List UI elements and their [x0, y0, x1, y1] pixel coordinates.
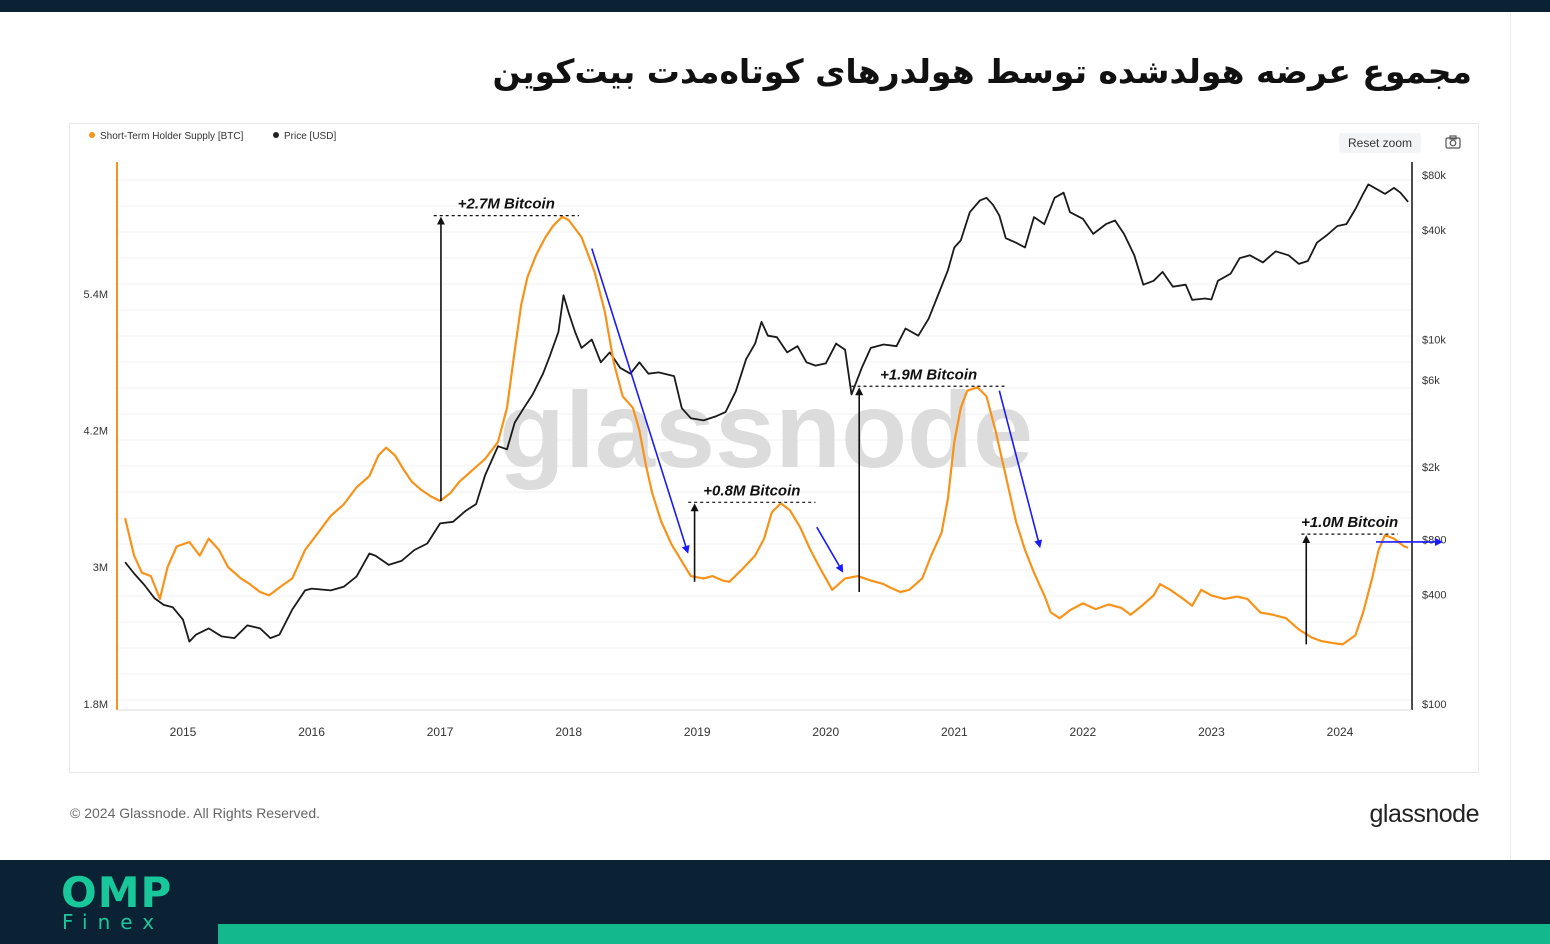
glassnode-logo: glassnode — [1369, 800, 1480, 828]
annotation-label: +1.0M Bitcoin — [1301, 514, 1398, 531]
watermark: glassnode — [499, 369, 1033, 490]
x-tick-label: 2024 — [1327, 725, 1354, 739]
x-tick-label: 2022 — [1070, 725, 1097, 739]
y-left-tick-label: 5.4M — [84, 289, 108, 301]
grid — [117, 179, 1412, 701]
x-tick-label: 2021 — [941, 725, 968, 739]
y-right-tick-label: $40k — [1422, 225, 1446, 237]
annotations: +2.7M Bitcoin +0.8M Bitcoin +1.9M Bitcoin +… — [433, 196, 1443, 645]
page-title: مجموع عرضه هولدشده توسط هولدرهای کوتاه‌م… — [492, 52, 1472, 91]
annotation-label: +1.9M Bitcoin — [880, 366, 977, 383]
chart-panel — [69, 123, 1479, 773]
reset-zoom-button[interactable]: Reset zoom — [1339, 133, 1421, 153]
y-right-tick-label: $800 — [1422, 534, 1446, 546]
legend-supply-label: Short-Term Holder Supply [BTC] — [100, 131, 244, 142]
x-tick-label: 2018 — [555, 725, 582, 739]
camera-icon[interactable] — [1445, 135, 1461, 149]
copyright-text: © 2024 Glassnode. All Rights Reserved. — [70, 805, 321, 821]
y-right-tick-label: $100 — [1422, 699, 1446, 711]
x-tick-label: 2019 — [684, 725, 711, 739]
legend-price[interactable]: Price [USD] — [273, 131, 336, 142]
y-left-tick-label: 4.2M — [84, 426, 108, 438]
annotation-label: +2.7M Bitcoin — [458, 196, 555, 213]
x-tick-label: 2017 — [427, 725, 454, 739]
legend-supply-dot — [89, 132, 95, 138]
x-tick-label: 2016 — [298, 725, 325, 739]
trend-arrow — [998, 390, 1043, 549]
brand-logo-finex: Finex — [62, 910, 165, 934]
y-left-tick-label: 1.8M — [84, 699, 108, 711]
price-line — [124, 183, 1409, 643]
x-tick-label: 2020 — [812, 725, 839, 739]
supply-line — [124, 215, 1409, 646]
footer-accent-bar — [218, 924, 1550, 944]
y-right-tick-label: $10k — [1422, 335, 1446, 347]
y-left-tick-label: 3M — [93, 562, 108, 574]
trend-arrow — [816, 526, 844, 573]
y-right-tick-label: $2k — [1422, 462, 1440, 474]
legend-price-label: Price [USD] — [284, 131, 337, 142]
x-tick-label: 2023 — [1198, 725, 1225, 739]
y-right-tick-label: $400 — [1422, 589, 1446, 601]
legend-price-dot — [273, 132, 279, 138]
legend-supply[interactable]: Short-Term Holder Supply [BTC] — [89, 131, 243, 142]
y-right-tick-label: $6k — [1422, 375, 1440, 387]
x-tick-label: 2015 — [170, 725, 197, 739]
page-edge-line — [1510, 12, 1511, 860]
trend-arrow — [591, 248, 690, 554]
brand-logo-omp: OMP — [61, 868, 173, 917]
top-bar — [0, 0, 1550, 12]
series — [124, 183, 1409, 646]
annotation-label: +0.8M Bitcoin — [703, 482, 800, 499]
y-right-tick-label: $80k — [1422, 170, 1446, 182]
